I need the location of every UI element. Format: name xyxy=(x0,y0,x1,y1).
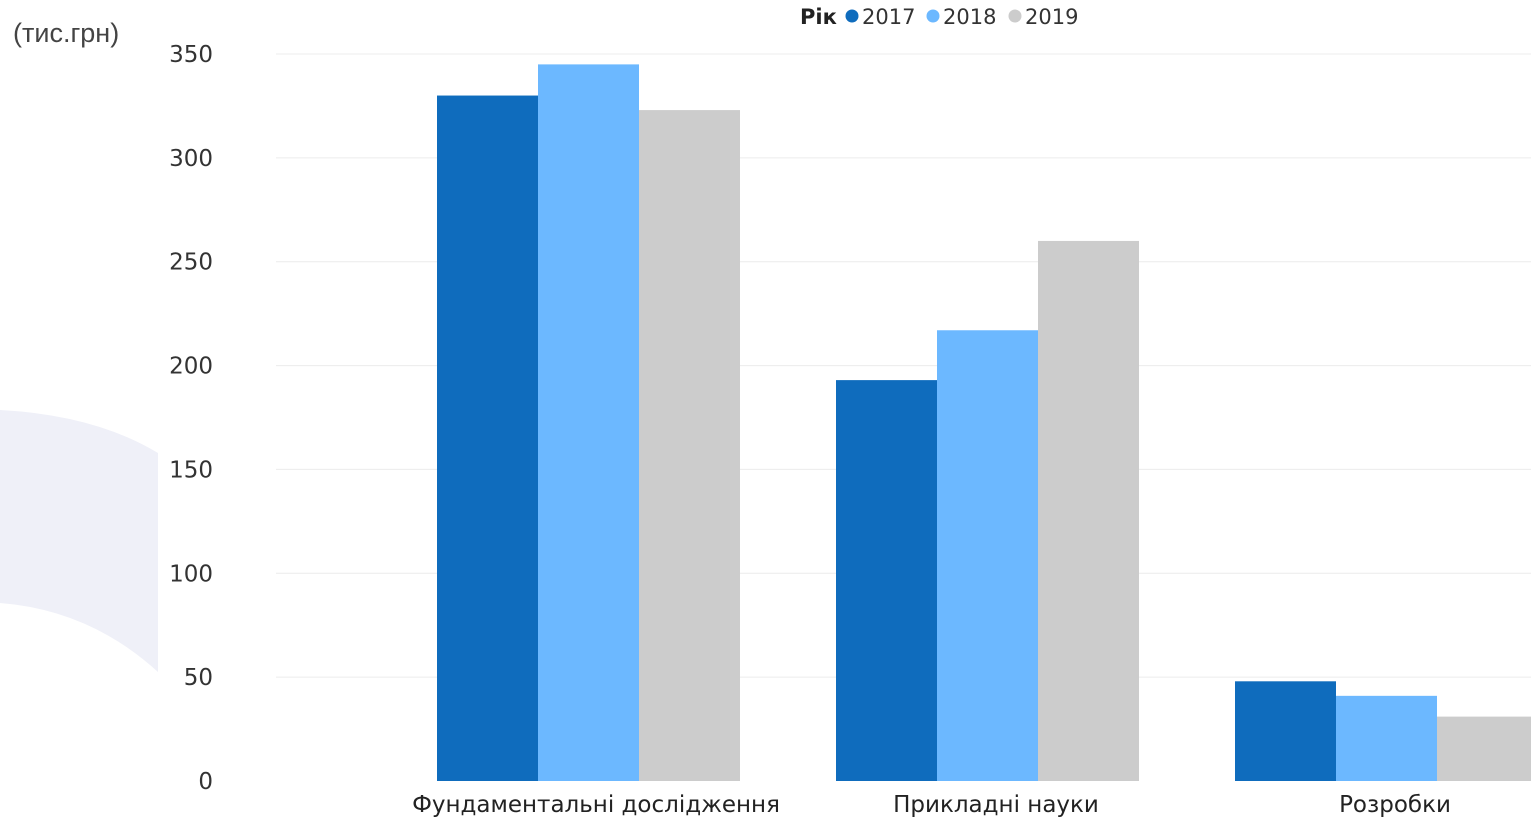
y-tick-label-350: 350 xyxy=(169,42,213,68)
x-category-label-1: Фундаментальні дослідження xyxy=(412,792,780,818)
bar-2018-3 xyxy=(1336,695,1437,781)
legend-label-2018: 2018 xyxy=(943,5,996,29)
legend-marker-2019 xyxy=(1008,9,1022,23)
x-axis-categories: Фундаментальні дослідження Прикладні наук… xyxy=(412,792,1451,818)
bar-2019-1 xyxy=(639,110,740,781)
bar-2017-2 xyxy=(836,380,937,781)
bar-2019-2 xyxy=(1038,240,1139,781)
bar-2018-2 xyxy=(937,330,1038,781)
legend-marker-2018 xyxy=(926,9,940,23)
bar-2018-1 xyxy=(538,64,639,781)
y-tick-label-150: 150 xyxy=(169,457,213,483)
y-axis-ticks: 0 50 100 150 200 250 300 350 xyxy=(169,42,213,795)
y-tick-label-100: 100 xyxy=(169,561,213,587)
x-category-label-3: Розробки xyxy=(1339,792,1451,818)
y-tick-label-250: 250 xyxy=(169,250,213,276)
bars xyxy=(437,64,1531,782)
y-tick-label-200: 200 xyxy=(169,354,213,380)
bar-2019-3 xyxy=(1437,716,1531,781)
background-decoration-shape xyxy=(0,410,158,672)
x-category-label-2: Прикладні науки xyxy=(893,792,1099,818)
y-tick-label-0: 0 xyxy=(198,769,213,795)
legend-title: Рік xyxy=(800,5,837,29)
y-axis-unit-label: (тис.грн) xyxy=(13,18,119,48)
y-tick-label-50: 50 xyxy=(184,665,213,691)
bar-2017-1 xyxy=(437,95,538,782)
legend-label-2019: 2019 xyxy=(1025,5,1078,29)
legend-marker-2017 xyxy=(845,9,859,23)
bar-2017-3 xyxy=(1235,681,1336,781)
legend: Рік 2017 2018 2019 xyxy=(800,5,1078,29)
y-tick-label-300: 300 xyxy=(169,146,213,172)
legend-label-2017: 2017 xyxy=(862,5,915,29)
